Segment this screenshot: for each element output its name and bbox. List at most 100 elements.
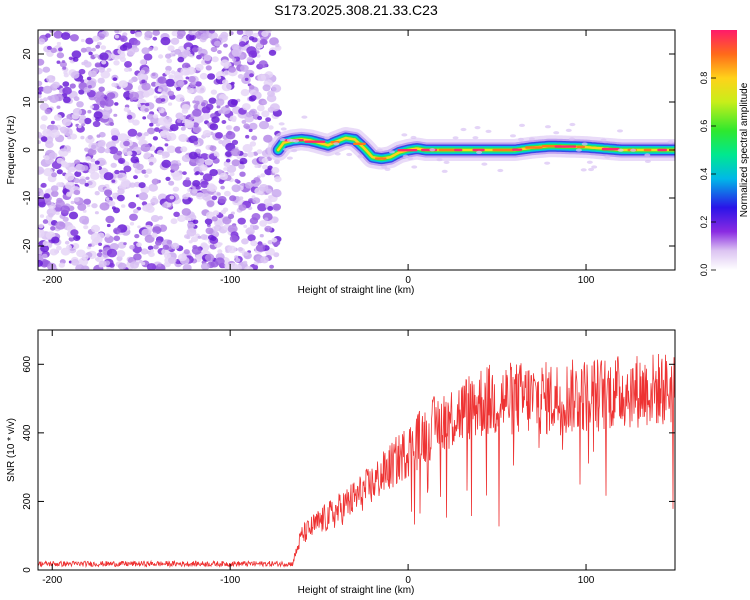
noise-speck <box>186 86 191 90</box>
noise-speck <box>129 213 138 221</box>
ridge-scatter-speck <box>481 162 488 166</box>
noise-speck <box>167 90 175 97</box>
spectrogram-y-label: Frequency (Hz) <box>6 116 17 185</box>
noise-speck <box>209 169 218 177</box>
noise-speck <box>153 95 158 99</box>
ridge-scatter-speck <box>291 149 298 153</box>
noise-speck <box>142 91 150 98</box>
noise-speck <box>199 164 208 172</box>
noise-speck <box>229 195 237 202</box>
colorbar-tick-label: 0.8 <box>699 72 709 85</box>
noise-speck <box>166 239 173 245</box>
noise-speck <box>143 131 149 137</box>
noise-speck <box>202 193 212 201</box>
noise-speck <box>38 197 45 206</box>
noise-speck <box>43 155 50 161</box>
ridge-scatter-speck <box>568 137 575 141</box>
noise-speck <box>262 84 271 92</box>
noise-speck <box>240 64 249 72</box>
noise-speck <box>215 132 223 139</box>
noise-speck <box>42 66 51 73</box>
ridge-scatter-speck <box>401 133 408 137</box>
noise-speck <box>117 133 129 142</box>
noise-speck <box>88 243 92 247</box>
noise-speck <box>218 179 225 185</box>
noise-speck <box>218 196 227 204</box>
ridge-scatter-speck <box>384 167 391 171</box>
noise-speck <box>265 117 271 122</box>
noise-speck <box>249 141 257 147</box>
noise-speck <box>117 194 125 202</box>
noise-speck <box>215 257 225 266</box>
noise-speck <box>78 178 87 185</box>
noise-speck <box>267 165 273 170</box>
noise-speck <box>59 61 67 68</box>
noise-speck <box>240 89 250 97</box>
noise-speck <box>94 211 99 215</box>
noise-speck <box>144 108 149 112</box>
noise-speck <box>85 37 94 45</box>
frequency-ridge <box>267 115 675 173</box>
noise-speck <box>258 60 268 68</box>
noise-speck <box>55 211 60 215</box>
noise-speck <box>83 198 91 205</box>
noise-speck <box>58 47 63 52</box>
noise-speck <box>46 45 52 50</box>
noise-speck <box>182 264 192 270</box>
noise-speck <box>69 83 76 89</box>
noise-speck <box>138 182 146 189</box>
ridge-scatter-speck <box>519 123 526 127</box>
ridge-scatter-speck <box>528 137 535 141</box>
noise-speck <box>259 234 264 238</box>
noise-speck <box>38 94 42 99</box>
noise-speck <box>61 161 69 168</box>
noise-speck <box>169 124 179 132</box>
noise-speck <box>66 191 73 197</box>
noise-speck <box>248 36 255 41</box>
noise-speck <box>209 145 217 152</box>
ridge-scatter-speck <box>591 165 598 169</box>
noise-speck <box>170 163 180 171</box>
noise-speck <box>198 30 205 33</box>
noise-speck <box>226 164 237 174</box>
noise-speck <box>123 67 130 72</box>
noise-speck <box>157 76 167 84</box>
noise-speck <box>72 57 79 62</box>
noise-speck <box>153 46 159 51</box>
noise-speck <box>170 70 176 75</box>
noise-speck <box>134 261 140 266</box>
noise-speck <box>185 101 190 105</box>
noise-speck <box>201 106 211 114</box>
noise-speck <box>243 224 248 228</box>
noise-speck <box>164 143 169 147</box>
noise-speck <box>90 224 101 233</box>
noise-speck <box>185 76 190 80</box>
noise-speck <box>85 176 90 180</box>
noise-speck <box>38 223 44 229</box>
noise-speck <box>223 162 230 167</box>
noise-speck <box>211 216 218 222</box>
noise-speck <box>51 172 57 178</box>
noise-speck <box>113 113 118 117</box>
noise-speck <box>216 75 222 80</box>
ridge-scatter-speck <box>667 140 674 144</box>
noise-speck <box>84 61 92 68</box>
noise-speck <box>98 131 106 138</box>
noise-speck <box>106 223 111 228</box>
noise-speck <box>268 49 277 56</box>
noise-speck <box>80 38 85 43</box>
noise-speck <box>269 264 274 269</box>
noise-speck <box>56 60 61 64</box>
noise-speck <box>75 264 85 270</box>
colorbar-tick-label: 0.4 <box>699 168 709 181</box>
noise-speck <box>188 116 194 121</box>
noise-speck <box>220 59 230 67</box>
ridge-scatter-speck <box>436 158 443 162</box>
noise-speck <box>201 112 211 120</box>
noise-speck <box>117 173 124 179</box>
ridge-scatter-speck <box>630 148 637 152</box>
noise-speck <box>157 88 162 92</box>
noise-speck <box>39 214 45 218</box>
noise-speck <box>71 50 82 59</box>
noise-speck <box>87 135 93 140</box>
